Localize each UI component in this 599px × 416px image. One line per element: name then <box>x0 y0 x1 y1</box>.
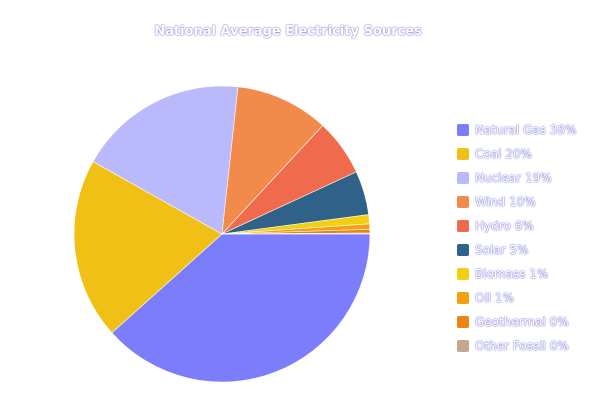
legend-item[interactable]: Geothermal 0% <box>457 310 576 334</box>
legend-swatch <box>457 220 469 232</box>
legend-label: Hydro 6% <box>475 219 534 233</box>
legend-item[interactable]: Solar 5% <box>457 238 576 262</box>
legend-label: Natural Gas 38% <box>475 123 577 137</box>
pie-slice-nuclear[interactable] <box>92 85 239 235</box>
legend-item[interactable]: Wind 10% <box>457 190 576 214</box>
legend-swatch <box>457 196 469 208</box>
pie-slice-coal[interactable] <box>73 161 223 334</box>
legend-label: Wind 10% <box>475 195 536 209</box>
legend-swatch <box>457 292 469 304</box>
pie-slice-wind[interactable] <box>221 86 324 235</box>
legend-swatch <box>457 268 469 280</box>
legend-item[interactable]: Nuclear 19% <box>457 166 576 190</box>
legend-item[interactable]: Natural Gas 38% <box>457 118 576 142</box>
pie-slice-other-fossil[interactable] <box>221 232 371 235</box>
legend-label: Other Fossil 0% <box>475 339 569 353</box>
legend-label: Nuclear 19% <box>475 171 552 185</box>
legend-swatch <box>457 244 469 256</box>
legend-label: Coal 20% <box>475 147 532 161</box>
legend-swatch <box>457 316 469 328</box>
legend-item[interactable]: Hydro 6% <box>457 214 576 238</box>
legend-item[interactable]: Coal 20% <box>457 142 576 166</box>
legend-swatch <box>457 148 469 160</box>
legend-label: Oil 1% <box>475 291 514 305</box>
legend-label: Biomass 1% <box>475 267 549 281</box>
legend-swatch <box>457 172 469 184</box>
legend-swatch <box>457 340 469 352</box>
legend-label: Geothermal 0% <box>475 315 569 329</box>
chart-title: National Average Electricity Sources <box>154 24 422 39</box>
legend-item[interactable]: Oil 1% <box>457 286 576 310</box>
legend-item[interactable]: Other Fossil 0% <box>457 334 576 358</box>
legend-item[interactable]: Biomass 1% <box>457 262 576 286</box>
pie-slice-natural-gas[interactable] <box>111 233 371 383</box>
legend-swatch <box>457 124 469 136</box>
legend-label: Solar 5% <box>475 243 529 257</box>
legend: Natural Gas 38% Coal 20% Nuclear 19% Win… <box>457 118 576 358</box>
